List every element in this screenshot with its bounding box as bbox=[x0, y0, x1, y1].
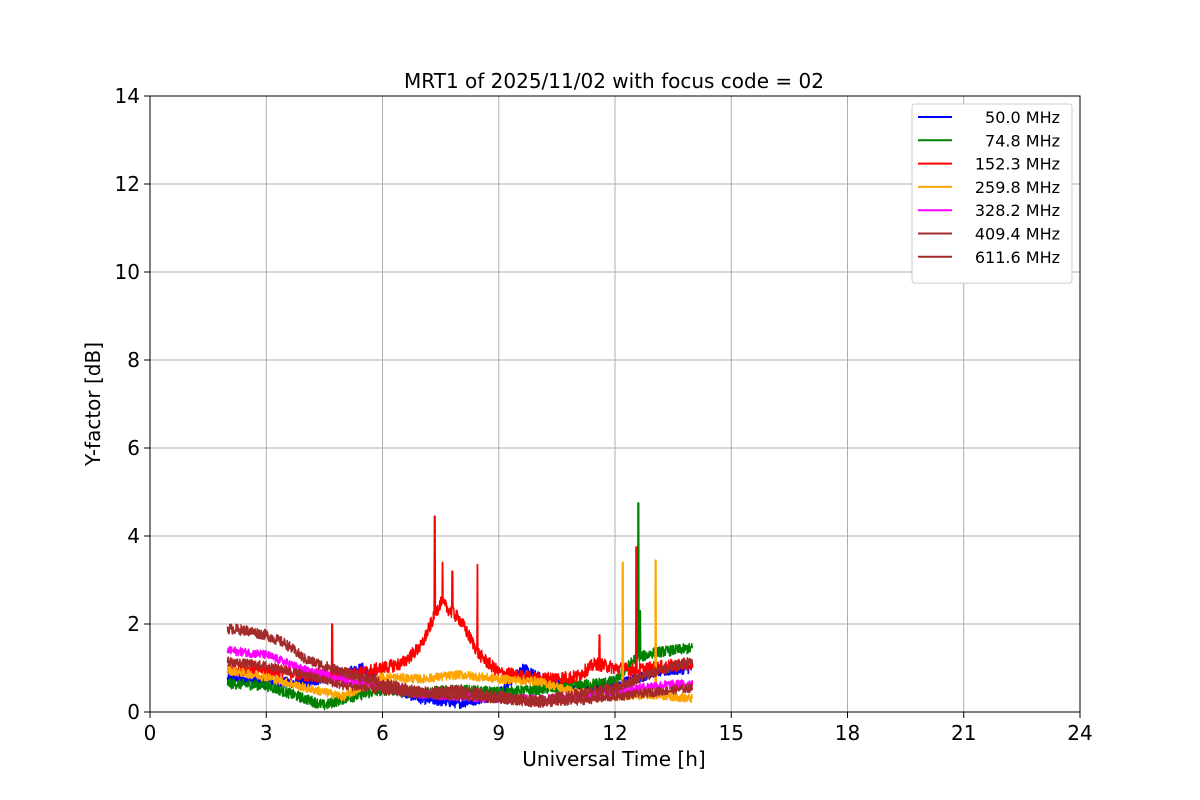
x-tick-label: 12 bbox=[602, 721, 627, 745]
legend-box bbox=[911, 103, 1073, 284]
x-axis-label: Universal Time [h] bbox=[522, 747, 705, 771]
legend-label: 50.0 MHz bbox=[985, 108, 1060, 127]
legend: 50.0 MHz 74.8 MHz 152.3 MHz 259.8 MHz 328.2 … bbox=[911, 103, 1073, 284]
y-tick-label: 10 bbox=[115, 260, 140, 284]
x-tick-label: 21 bbox=[951, 721, 976, 745]
legend-label: 74.8 MHz bbox=[985, 131, 1060, 150]
y-tick-label: 6 bbox=[127, 436, 140, 460]
y-tick-label: 0 bbox=[127, 700, 140, 724]
y-tick-label: 14 bbox=[115, 84, 140, 108]
x-tick-label: 15 bbox=[719, 721, 744, 745]
x-tick-label: 18 bbox=[835, 721, 860, 745]
legend-label: 409.4 MHz bbox=[975, 225, 1060, 244]
legend-label: 328.2 MHz bbox=[975, 201, 1060, 220]
y-tick-label: 4 bbox=[127, 524, 140, 548]
legend-label: 259.8 MHz bbox=[975, 178, 1060, 197]
legend-label: 611.6 MHz bbox=[975, 248, 1060, 267]
x-tick-label: 6 bbox=[376, 721, 389, 745]
legend-label: 152.3 MHz bbox=[975, 155, 1060, 174]
y-axis-label: Y-factor [dB] bbox=[81, 342, 105, 467]
chart-title: MRT1 of 2025/11/02 with focus code = 02 bbox=[404, 69, 824, 93]
x-tick-label: 24 bbox=[1067, 721, 1092, 745]
x-tick-label: 0 bbox=[144, 721, 157, 745]
series-line-6 bbox=[226, 623, 694, 707]
x-tick-label: 9 bbox=[492, 721, 505, 745]
y-tick-label: 8 bbox=[127, 348, 140, 372]
y-tick-label: 12 bbox=[115, 172, 140, 196]
x-tick-label: 3 bbox=[260, 721, 273, 745]
y-tick-label: 2 bbox=[127, 612, 140, 636]
series-layer bbox=[226, 502, 694, 711]
